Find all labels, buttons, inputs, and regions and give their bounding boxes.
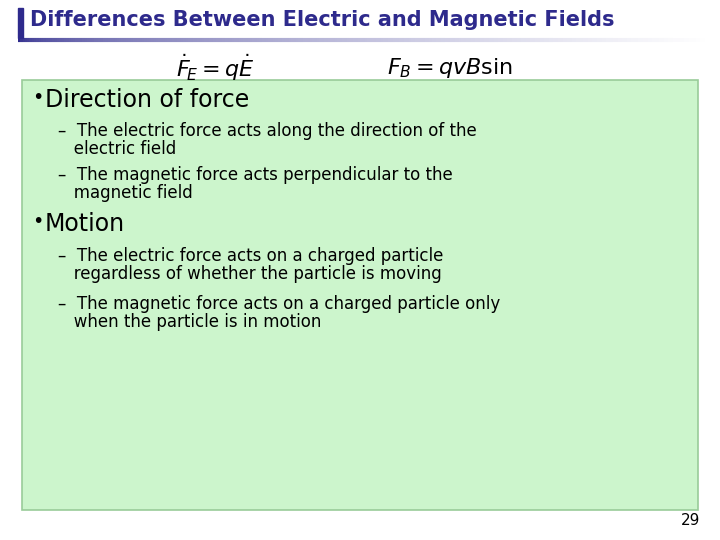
- Text: magnetic field: magnetic field: [58, 184, 193, 202]
- FancyBboxPatch shape: [22, 80, 698, 510]
- Text: when the particle is in motion: when the particle is in motion: [58, 313, 321, 331]
- Text: •: •: [32, 88, 43, 107]
- Text: $F_B = qvB\mathrm{sin}$: $F_B = qvB\mathrm{sin}$: [387, 56, 513, 80]
- Text: –  The electric force acts along the direction of the: – The electric force acts along the dire…: [58, 122, 477, 140]
- Text: 29: 29: [680, 513, 700, 528]
- Text: regardless of whether the particle is moving: regardless of whether the particle is mo…: [58, 265, 442, 283]
- Text: –  The magnetic force acts perpendicular to the: – The magnetic force acts perpendicular …: [58, 166, 453, 184]
- Bar: [18, 8, 23, 38]
- Text: electric field: electric field: [58, 140, 176, 158]
- Text: Direction of force: Direction of force: [45, 88, 249, 112]
- Text: –  The electric force acts on a charged particle: – The electric force acts on a charged p…: [58, 247, 444, 265]
- Text: $\mathit{\dot{F}}_{\!E} = q\mathit{\dot{E}}$: $\mathit{\dot{F}}_{\!E} = q\mathit{\dot{…: [176, 52, 254, 84]
- Text: –  The magnetic force acts on a charged particle only: – The magnetic force acts on a charged p…: [58, 295, 500, 313]
- Text: Motion: Motion: [45, 212, 125, 236]
- Text: •: •: [32, 212, 43, 231]
- Text: Differences Between Electric and Magnetic Fields: Differences Between Electric and Magneti…: [30, 10, 614, 30]
